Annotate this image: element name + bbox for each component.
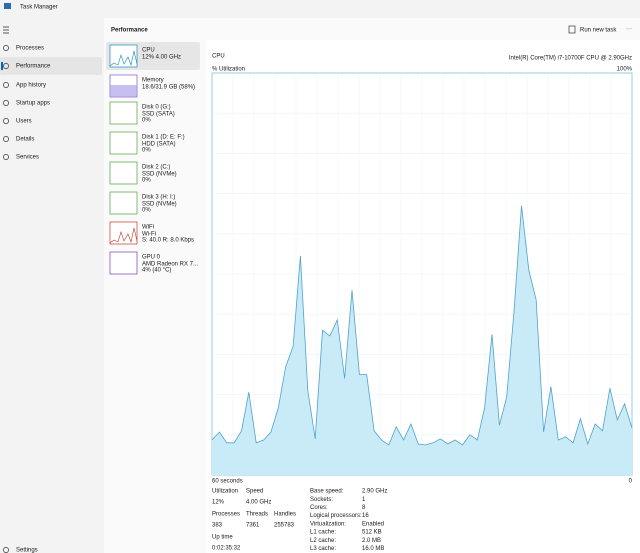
nav-icon [3, 82, 9, 88]
device-thumb [109, 131, 138, 155]
stat-value: 383 [212, 523, 223, 529]
spec-value: 16 [362, 513, 369, 519]
device-name[interactable]: Disk 1 (D: E: F:) [142, 135, 185, 141]
spec-label: Cores: [310, 505, 328, 511]
device-thumb [109, 44, 138, 68]
stat-label: Handles [274, 512, 296, 518]
window-title: Task Manager [20, 5, 58, 11]
nav-icon [3, 45, 9, 51]
device-name[interactable]: GPU 0 [142, 255, 161, 261]
spec-label: Sockets: [310, 497, 333, 503]
cpu-model: Intel(R) Core(TM) i7-10700F CPU @ 2.90GH… [509, 56, 632, 62]
stat-label: Threads [246, 512, 268, 518]
spec-label: Logical processors: [310, 513, 362, 519]
device-name[interactable]: Memory [142, 78, 164, 84]
stat-value: 12% [212, 500, 225, 506]
run-icon[interactable] [568, 25, 576, 34]
device-name[interactable]: Disk 0 (G:) [142, 105, 171, 111]
nav-item[interactable]: Processes [16, 46, 44, 52]
nav-item[interactable]: Startup apps [16, 101, 50, 107]
spec-label: L1 cache: [310, 530, 336, 536]
nav-settings[interactable]: Settings [16, 548, 38, 553]
device-detail: SSD (SATA) [142, 112, 175, 118]
device-name[interactable]: Disk 3 (H: I:) [142, 195, 175, 201]
x-left-label: 60 seconds [212, 479, 243, 485]
stat-label: Processes [212, 512, 240, 518]
nav-item[interactable]: Details [16, 137, 34, 143]
y-axis-label: % Utilization [212, 67, 245, 73]
nav-indicator [1, 62, 3, 70]
spec-label: Virtualization: [310, 521, 346, 527]
memory-fill [110, 85, 137, 97]
device-detail: 0% [142, 178, 151, 184]
nav-icon [3, 136, 9, 142]
device-detail: Wi-Fi [142, 232, 156, 238]
device-name[interactable]: WiFi [142, 225, 154, 231]
spec-value: 1 [362, 497, 366, 503]
spec-value: 2.90 GHz [362, 489, 387, 495]
spec-value: Enabled [362, 521, 384, 527]
stat-value: 255783 [274, 523, 295, 529]
cpu-area [212, 205, 632, 475]
nav-icon [3, 63, 9, 69]
spec-label: L2 cache: [310, 538, 336, 544]
spec-label: L3 cache: [310, 546, 336, 552]
device-thumb [109, 101, 138, 125]
device-detail: HDD (SATA) [142, 142, 175, 148]
device-detail: 0% [142, 148, 151, 154]
device-detail: AMD Radeon RX 7... [142, 262, 198, 268]
nav-icon [3, 100, 9, 106]
device-detail: S: 40.0 R: 8.0 Kbps [142, 238, 194, 244]
device-name[interactable]: CPU [142, 48, 155, 54]
more-menu[interactable]: ··· [626, 27, 632, 33]
nav-item[interactable]: App history [16, 83, 46, 89]
stat-label: Speed [246, 489, 263, 495]
device-detail: 12% 4.00 GHz [142, 55, 181, 61]
spec-value: 16.0 MB [362, 546, 384, 552]
device-name[interactable]: Disk 2 (C:) [142, 165, 170, 171]
hamburger[interactable] [3, 26, 9, 34]
device-thumb [109, 191, 138, 215]
run-new-task[interactable]: Run new task [580, 28, 617, 34]
stat-label: Utilization [212, 489, 238, 495]
app-icon [4, 3, 11, 9]
device-detail: SSD (NVMe) [142, 202, 177, 208]
nav-item[interactable]: Users [16, 119, 32, 125]
device-detail: 4% (40 °C) [142, 268, 171, 274]
thumb-line [109, 50, 138, 67]
stat-value: 7361 [246, 523, 260, 529]
device-thumb [109, 221, 138, 245]
spec-value: 8 [362, 505, 366, 511]
device-detail: SSD (NVMe) [142, 172, 177, 178]
device-thumb [109, 161, 138, 185]
spec-value: 2.0 MB [362, 538, 381, 544]
nav-item[interactable]: Performance [16, 64, 51, 70]
spec-value: 512 KB [362, 530, 382, 536]
header-title: Performance [111, 28, 148, 34]
stat-value: 0:02:35:32 [212, 546, 241, 552]
spec-label: Base speed: [310, 489, 344, 495]
cpu-line [211, 205, 633, 446]
nav-icon [3, 118, 9, 124]
nav-item[interactable]: Services [16, 155, 39, 161]
detail-title: CPU [212, 54, 225, 60]
device-detail: 0% [142, 208, 151, 214]
y-max-label: 100% [617, 67, 633, 73]
nav-selected [0, 57, 102, 75]
device-detail: 18.6/31.9 GB (58%) [142, 85, 195, 91]
thumb-line [109, 227, 138, 244]
stat-label: Up time [212, 535, 233, 541]
nav-icon [3, 154, 9, 160]
device-thumb [109, 251, 138, 275]
x-right-label: 0 [629, 479, 633, 485]
stat-value: 4.00 GHz [246, 500, 271, 506]
device-detail: 0% [142, 118, 151, 124]
